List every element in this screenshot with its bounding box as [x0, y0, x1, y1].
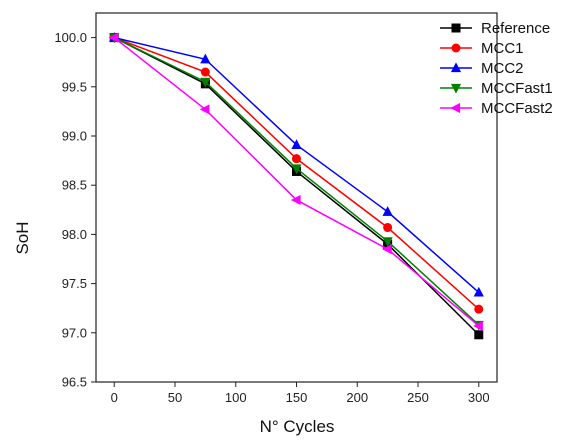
x-tick-label: 150: [286, 390, 308, 405]
x-tick-label: 300: [468, 390, 490, 405]
x-tick-label: 250: [407, 390, 429, 405]
data-point: [474, 330, 484, 340]
series-layer: [108, 31, 484, 340]
series-line: [113, 37, 480, 327]
legend-item: MCCFast2: [440, 100, 553, 117]
data-point: [383, 223, 393, 233]
legend-item: MCC1: [440, 40, 524, 57]
series-mcc1: [109, 33, 484, 314]
y-tick-label: 97.5: [62, 276, 87, 291]
x-tick-label: 100: [225, 390, 247, 405]
legend-marker: [451, 43, 461, 53]
data-point: [200, 67, 210, 77]
legend-item: Reference: [440, 20, 550, 37]
data-point: [291, 164, 302, 175]
legend-marker: [450, 102, 461, 114]
x-tick-label: 200: [346, 390, 368, 405]
legend-item: MCC2: [440, 60, 524, 77]
data-point: [381, 244, 392, 255]
x-tick-label: 50: [168, 390, 182, 405]
y-tick-label: 97.0: [62, 325, 87, 340]
y-tick-label: 98.5: [62, 178, 87, 193]
x-tick-label: 0: [111, 390, 118, 405]
legend-label: MCCFast1: [481, 80, 553, 97]
legend-label: Reference: [481, 20, 550, 37]
series-line: [113, 36, 480, 336]
legend-label: MCC2: [481, 60, 524, 77]
data-point: [200, 77, 211, 88]
legend-label: MCCFast2: [481, 100, 553, 117]
data-point: [200, 53, 211, 64]
data-point: [290, 194, 301, 206]
y-tick-label: 96.5: [62, 375, 87, 390]
data-point: [199, 104, 210, 115]
data-point: [382, 237, 393, 247]
y-tick-label: 99.5: [62, 79, 87, 94]
data-point: [474, 304, 484, 314]
data-point: [473, 320, 483, 332]
y-axis: 96.5 97.0 97.5 98.0 98.5 99.0 99.5 100.0: [54, 30, 96, 390]
y-tick-label: 98.0: [62, 227, 87, 242]
x-axis: 0 50 100 150 200 250 300: [111, 382, 490, 405]
data-point: [473, 286, 484, 297]
data-point: [291, 139, 302, 149]
legend-item: MCCFast1: [440, 80, 553, 97]
y-axis-title: SoH: [13, 221, 32, 254]
series-mcc2: [109, 31, 484, 297]
legend-label: MCC1: [481, 40, 524, 57]
data-point: [291, 154, 301, 164]
data-point: [382, 206, 393, 216]
data-point: [108, 32, 119, 43]
legend-marker: [451, 23, 461, 33]
legend-marker: [450, 62, 462, 73]
x-axis-title: N° Cycles: [260, 417, 335, 436]
series-mccfast2: [108, 32, 483, 332]
legend: Reference MCC1 MCC2 MCCFast1 MCCFast2: [440, 20, 553, 117]
y-tick-label: 100.0: [54, 30, 87, 45]
y-tick-label: 99.0: [62, 129, 87, 144]
legend-marker: [450, 83, 462, 94]
